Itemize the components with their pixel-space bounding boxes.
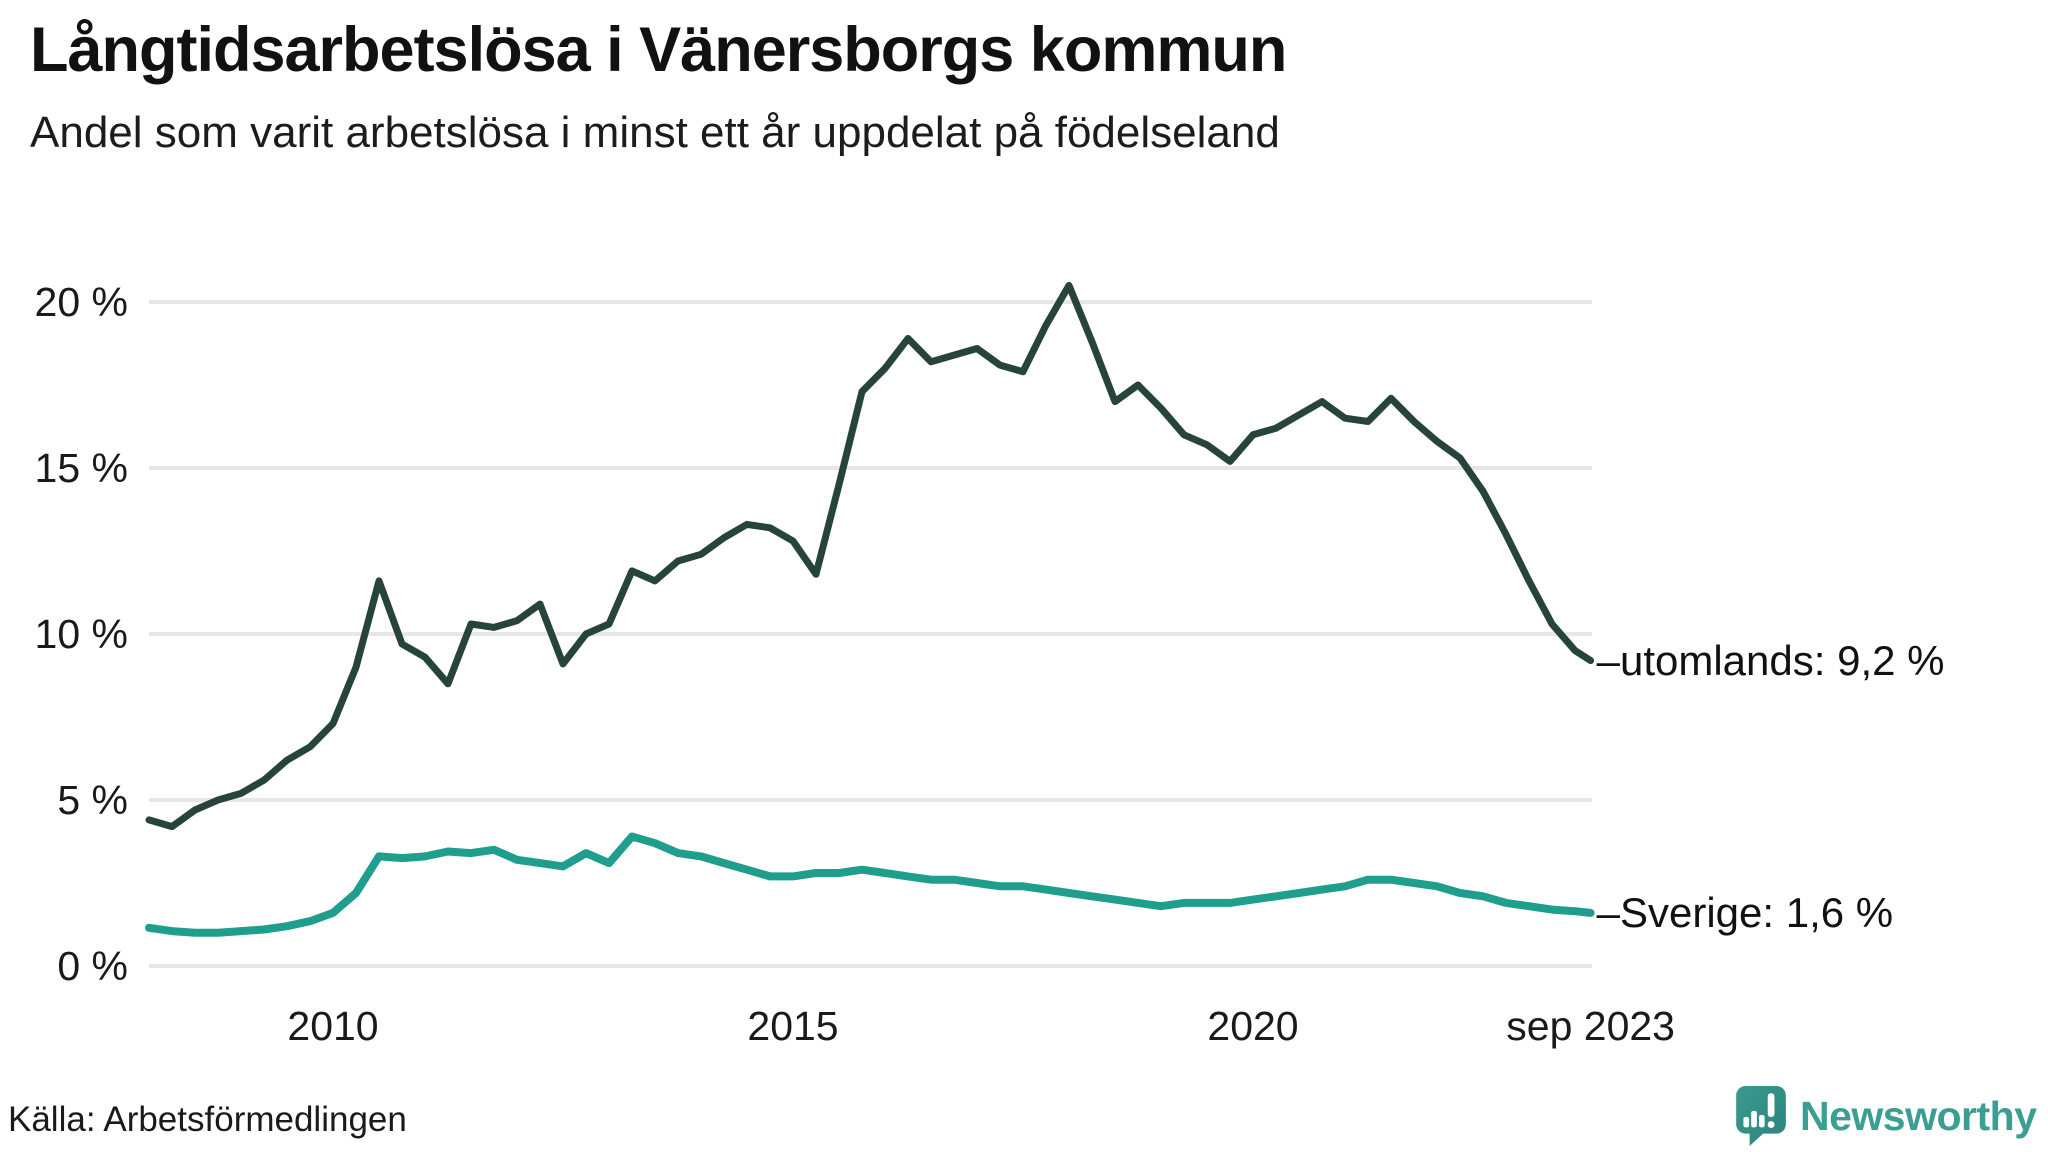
bar-chart-bar-1 xyxy=(1743,1117,1750,1128)
brand-name: Newsworthy xyxy=(1800,1092,2037,1139)
series-end-label-utomlands: –utomlands: 9,2 % xyxy=(1596,636,1945,684)
series-line-utomlands xyxy=(145,281,1595,831)
source-attribution: Källa: Arbetsförmedlingen xyxy=(8,1100,407,1139)
y-axis-tick-label: 10 % xyxy=(34,611,128,657)
y-axis-tick-label: 15 % xyxy=(34,445,128,491)
exclamation-dot xyxy=(1767,1121,1775,1128)
x-axis-tick-label: 2020 xyxy=(1207,1003,1299,1049)
y-axis-tick-label: 20 % xyxy=(34,279,128,325)
series-end-label-sverige: –Sverige: 1,6 % xyxy=(1596,888,1894,936)
series-line-sverige xyxy=(145,832,1595,937)
chart-title: Långtidsarbetslösa i Vänersborgs kommun xyxy=(30,15,1287,85)
exclamation-bar xyxy=(1767,1093,1775,1118)
chart-subtitle: Andel som varit arbetslösa i minst ett å… xyxy=(30,108,1280,157)
x-axis-tick-label: 2015 xyxy=(747,1003,839,1049)
x-axis-tick-label: 2010 xyxy=(287,1003,379,1049)
bar-chart-bar-3 xyxy=(1758,1114,1765,1128)
newsworthy-logo: Newsworthy xyxy=(1736,1086,2037,1146)
bar-chart-bar-2 xyxy=(1751,1110,1757,1128)
y-axis-tick-label: 0 % xyxy=(57,943,128,989)
y-axis-tick-label: 5 % xyxy=(57,777,128,823)
x-axis-tick-label: sep 2023 xyxy=(1506,1003,1675,1049)
newsworthy-logo-icon xyxy=(1736,1086,1786,1146)
